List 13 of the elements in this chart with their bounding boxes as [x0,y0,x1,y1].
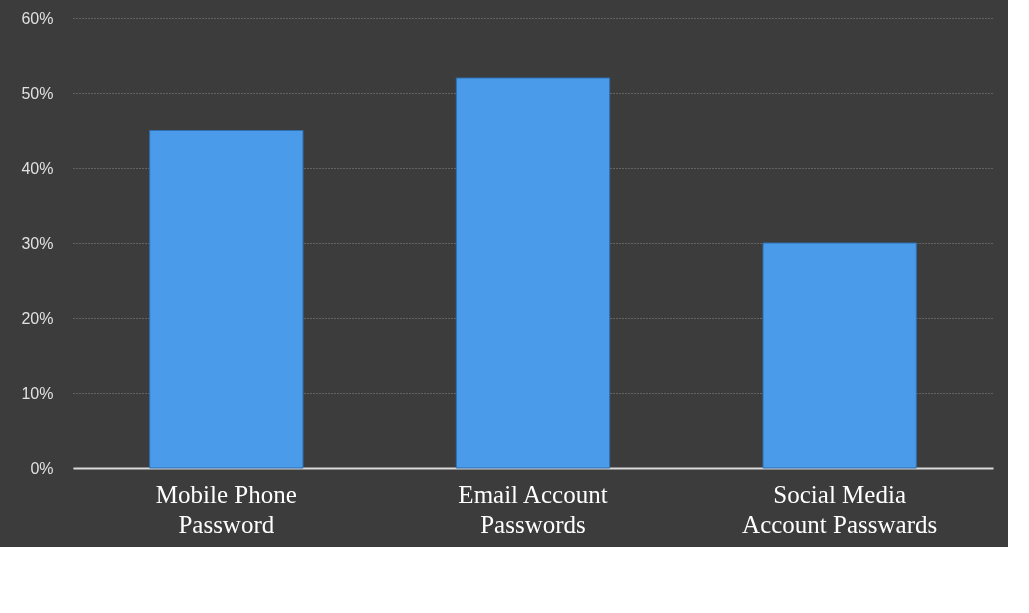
y-tick-label: 20% [21,309,54,327]
y-tick-label: 10% [21,384,54,402]
x-tick-label: Mobile Phone Password [155,480,297,538]
x-tick-label: Email Account Passwords [458,480,608,538]
y-tick-label: 40% [21,159,54,177]
bar [149,130,304,469]
x-tick-label: Social Media Account Passwards [742,480,938,538]
bar [762,242,917,469]
y-tick-label: 0% [30,459,54,477]
y-tick-label: 50% [21,84,54,102]
bar [455,77,611,469]
y-tick-label: 30% [21,234,54,252]
y-tick-label: 60% [21,9,54,27]
